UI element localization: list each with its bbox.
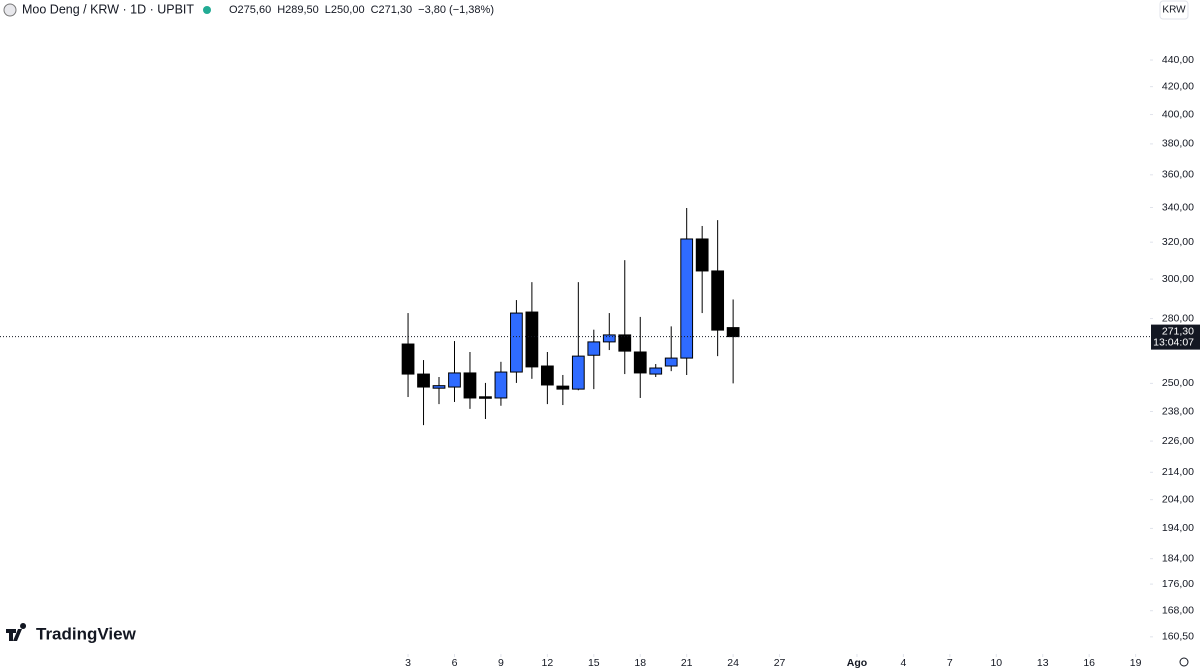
x-tick-label: 9 [498,657,504,669]
candle-body [463,372,477,399]
y-tick-label: 160,50 [1162,631,1194,643]
countdown-label: 13:04:07 [1153,336,1194,348]
x-tick-label: 3 [405,657,411,669]
quote-group: O275,60 H289,50 L250,00 C271,30 −3,80 (−1,38… [229,4,494,16]
candle-body [494,371,508,399]
x-tick-label: 10 [990,657,1002,669]
y-tick-label: 168,00 [1162,604,1194,616]
y-tick-label: 420,00 [1162,80,1194,92]
y-tick-label: 238,00 [1162,405,1194,417]
candle-body [556,385,570,390]
candle-body [618,334,632,352]
y-tick-label: 320,00 [1162,236,1194,248]
candle-body [479,396,492,399]
candle-body [417,373,430,388]
candle-body [540,365,554,386]
candle-body [571,355,585,390]
candle-body [711,270,725,331]
y-tick-label: 340,00 [1162,201,1194,213]
candle-body [633,351,647,374]
symbol-icon [3,3,17,17]
quote-value: C271,30 [371,4,413,16]
y-tick-label: 380,00 [1162,138,1194,150]
x-tick-label: 16 [1083,657,1095,669]
y-tick-label: 194,00 [1162,522,1194,534]
candle-body [695,238,709,272]
quote-value: O275,60 [229,4,271,16]
y-tick-label: 280,00 [1162,312,1194,324]
status-dot [203,6,211,14]
quote-value: L250,00 [325,4,365,16]
y-tick-label: 176,00 [1162,578,1194,590]
logo-icon [6,623,27,641]
y-tick-label: 400,00 [1162,108,1194,120]
candle-body [587,341,601,356]
x-tick-label: 12 [542,657,554,669]
quote-value: H289,50 [277,4,319,16]
candle-body [664,357,678,367]
candle-body [602,334,616,343]
x-tick-label: 15 [588,657,600,669]
symbol-title[interactable]: Moo Deng / KRW · 1D · UPBIT [22,2,194,16]
candle-body [649,367,663,375]
quote-value: −3,80 (−1,38%) [418,4,494,16]
y-tick-label: 214,00 [1162,466,1194,478]
candle-body [525,311,539,368]
x-tick-label: 24 [727,657,739,669]
last-price-label: 271,30 [1162,325,1194,337]
y-tick-label: 440,00 [1162,54,1194,66]
x-tick-label: Ago [847,657,867,669]
y-tick-label: 226,00 [1162,435,1194,447]
y-tick-label: 184,00 [1162,552,1194,564]
last-price-box [1151,324,1200,350]
x-tick-label: 6 [452,657,458,669]
y-tick-label: 360,00 [1162,169,1194,181]
candle-body [680,238,694,359]
x-tick-label: 4 [900,657,906,669]
x-tick-label: 18 [634,657,646,669]
candle-body [432,385,446,389]
y-tick-label: 250,00 [1162,377,1194,389]
x-tick-label: 21 [681,657,693,669]
candle-body [448,372,461,388]
candle-body [401,343,415,375]
x-tick-label: 7 [947,657,953,669]
currency-button[interactable] [1159,0,1189,20]
currency-label[interactable]: KRW [1162,5,1186,16]
x-tick-label: 19 [1130,657,1142,669]
candle-body [726,327,740,338]
candle-body [510,312,523,373]
x-tick-label: 27 [774,657,786,669]
logo-text: TradingView [36,624,137,643]
y-tick-label: 300,00 [1162,273,1194,285]
x-tick-label: 13 [1037,657,1049,669]
settings-icon[interactable] [1179,657,1189,667]
y-tick-label: 204,00 [1162,493,1194,505]
